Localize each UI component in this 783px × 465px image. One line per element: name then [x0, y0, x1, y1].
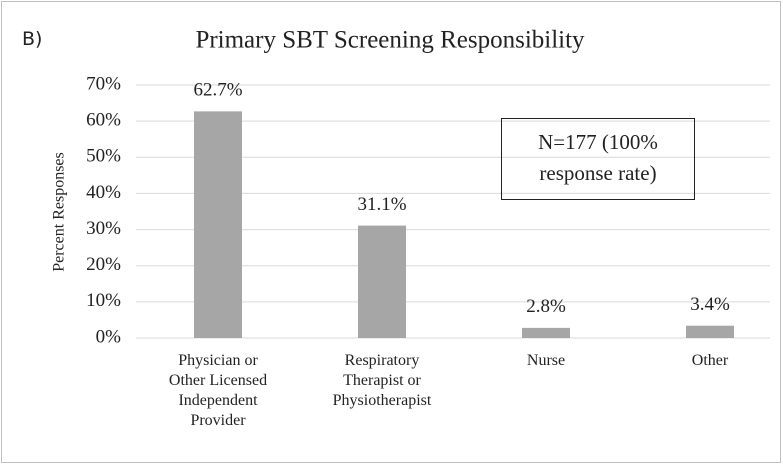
panel-label: B) [22, 28, 43, 50]
chart-title: Primary SBT Screening Responsibility [195, 27, 585, 54]
bar [522, 327, 570, 338]
y-axis-label: Percent Responses [51, 152, 68, 272]
y-tick-label: 70% [86, 73, 121, 94]
data-label: 31.1% [357, 194, 406, 215]
annotation: N=177 (100% response rate) [501, 118, 695, 200]
x-tick-label: Nurse [526, 352, 566, 369]
y-tick-label: 10% [86, 290, 121, 311]
x-tick-label: Other [691, 352, 729, 369]
y-tick-label: 60% [86, 110, 121, 131]
y-tick-label: 40% [86, 182, 121, 203]
bar [358, 225, 406, 338]
y-tick-label: 20% [86, 254, 121, 275]
bar [194, 111, 242, 339]
data-label: 62.7% [193, 80, 242, 101]
x-tick-label: Physician or Other Licensed Independent … [168, 352, 268, 429]
y-tick-label: 50% [86, 146, 121, 167]
x-tick-label: Respiratory Therapist or Physiotherapist [332, 352, 432, 409]
data-label: 2.8% [526, 296, 566, 317]
y-tick-label: 30% [86, 218, 121, 239]
data-label: 3.4% [690, 294, 730, 315]
y-tick-label: 0% [96, 326, 122, 347]
bar [686, 325, 734, 338]
